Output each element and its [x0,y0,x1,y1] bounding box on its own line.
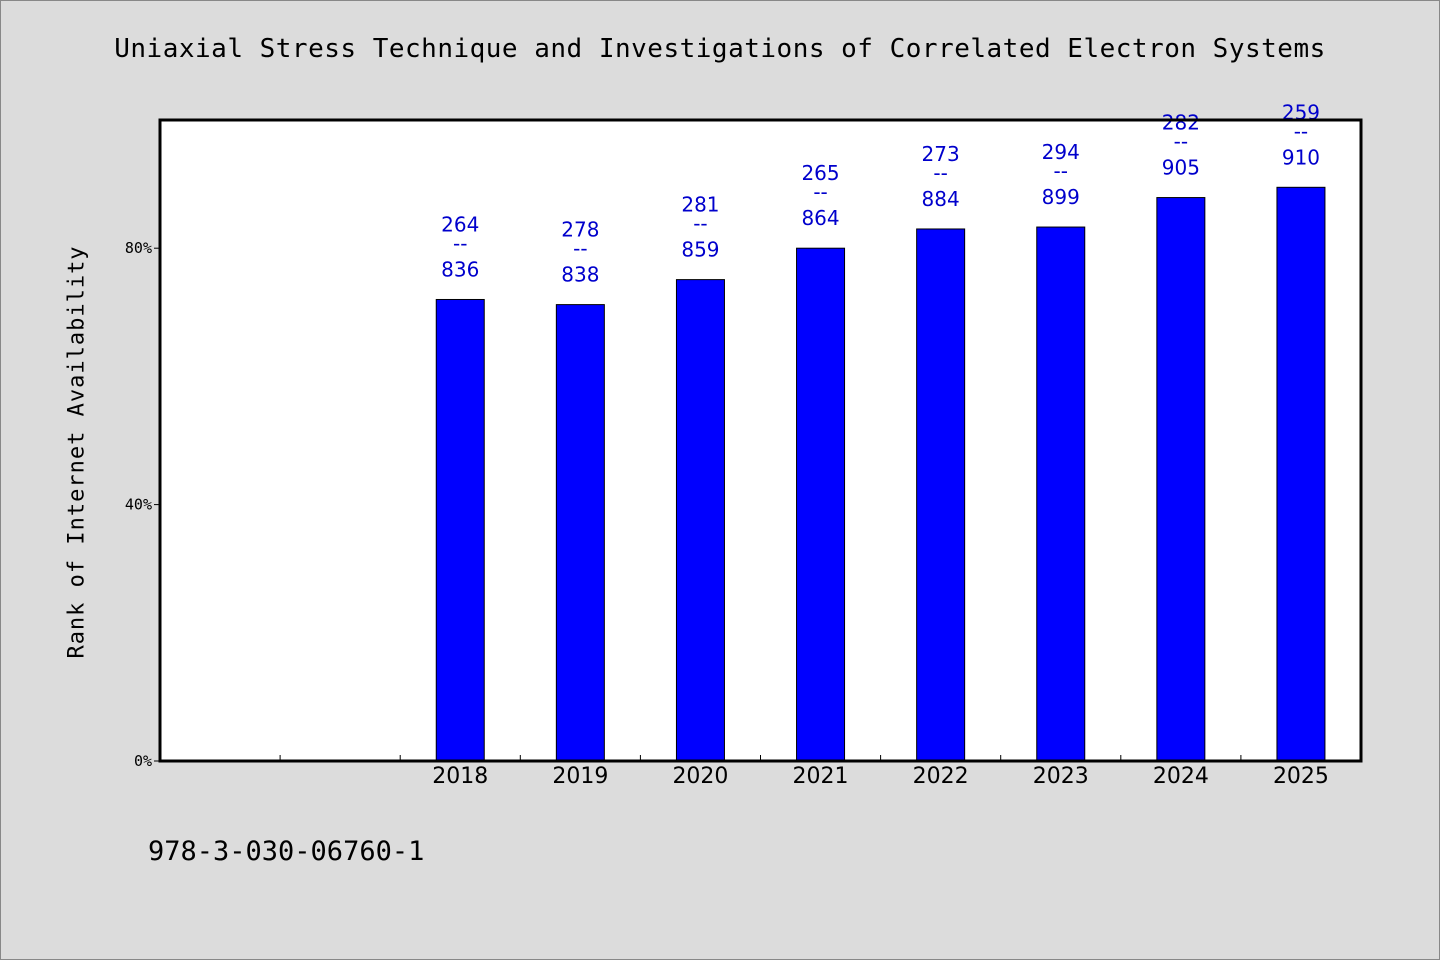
bar-2024 [1156,197,1206,762]
y-tick-label-40: 40% [125,496,152,514]
isbn-footer: 978-3-030-06760-1 [148,836,425,867]
bar-2019 [555,304,605,762]
x-tick-label-2022: 2022 [913,764,969,789]
data-label-bottom-2019: 838 [561,263,599,287]
plot-border [158,118,1363,763]
data-label-mid-2024: -- [1174,130,1188,154]
data-label-bottom-2021: 864 [801,206,839,230]
data-label-top-2021: 265 [801,161,839,185]
data-label-bottom-2018: 836 [441,257,479,281]
x-tick-label-2025: 2025 [1273,764,1329,789]
data-label-top-2018: 264 [441,212,479,236]
data-label-top-2024: 282 [1162,111,1200,135]
data-label-mid-2022: -- [933,161,947,185]
x-tick-label-2018: 2018 [432,764,488,789]
data-label-top-2020: 281 [681,193,719,217]
data-label-top-2023: 294 [1042,140,1080,164]
data-label-mid-2023: -- [1054,159,1068,183]
bar-2021 [796,247,846,762]
bar-2025 [1276,186,1326,762]
bar-2020 [675,279,725,762]
data-label-bottom-2023: 899 [1042,185,1080,209]
bar-2018 [435,298,485,762]
x-tick-label-2021: 2021 [793,764,849,789]
bar-2023 [1036,226,1086,762]
bar-2022 [916,228,966,762]
data-label-top-2019: 278 [561,218,599,242]
data-label-bottom-2025: 910 [1282,145,1320,169]
x-tick-label-2023: 2023 [1033,764,1089,789]
data-label-bottom-2022: 884 [922,187,960,211]
data-label-mid-2020: -- [693,212,707,236]
data-label-mid-2019: -- [573,237,587,261]
data-label-bottom-2024: 905 [1162,156,1200,180]
data-label-mid-2018: -- [453,231,467,255]
bars [435,186,1326,762]
axes: 2018 2019 2020 2021 2022 2023 2024 2025 0% 40% 80% [125,239,1329,789]
y-tick-label-0: 0% [134,752,152,770]
data-label-mid-2021: -- [813,180,827,204]
chart-title: Uniaxial Stress Technique and Investigat… [114,34,1326,64]
y-tick-label-80: 80% [125,239,152,257]
data-label-top-2022: 273 [922,142,960,166]
data-label-mid-2025: -- [1294,119,1308,143]
data-label-bottom-2020: 859 [681,238,719,262]
x-tick-label-2019: 2019 [552,764,608,789]
x-tick-label-2024: 2024 [1153,764,1209,789]
data-labels: 836--264838--278859--281864--265884--273… [441,100,1320,286]
x-tick-label-2020: 2020 [672,764,728,789]
